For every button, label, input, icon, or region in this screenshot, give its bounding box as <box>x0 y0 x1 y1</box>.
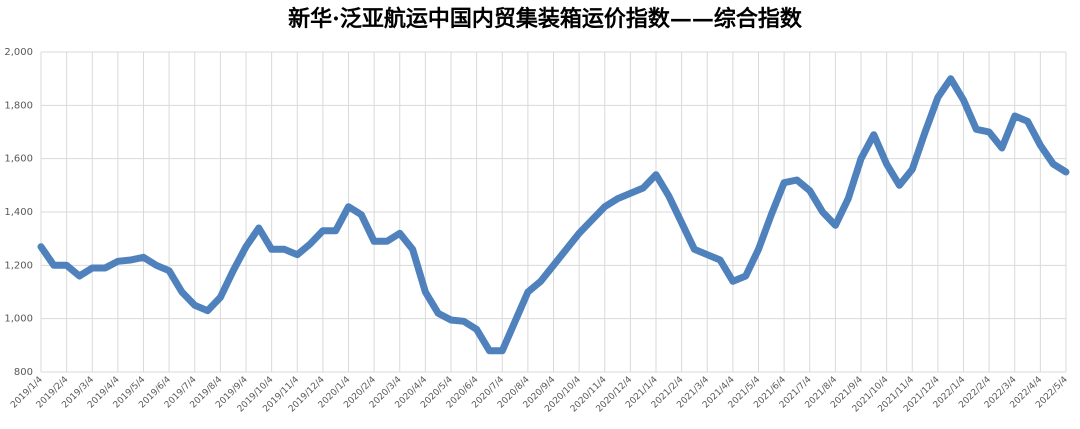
y-tick-label: 1,000 <box>4 314 33 325</box>
chart-title: 新华·泛亚航运中国内贸集装箱运价指数——综合指数 <box>288 6 803 32</box>
y-tick-label: 1,200 <box>4 260 33 271</box>
y-tick-label: 1,800 <box>4 100 33 111</box>
y-tick-label: 1,400 <box>4 207 33 218</box>
y-tick-label: 800 <box>14 367 33 378</box>
series-line <box>37 75 1070 355</box>
y-tick-label: 1,600 <box>4 154 33 165</box>
y-tick-label: 2,000 <box>4 47 33 58</box>
